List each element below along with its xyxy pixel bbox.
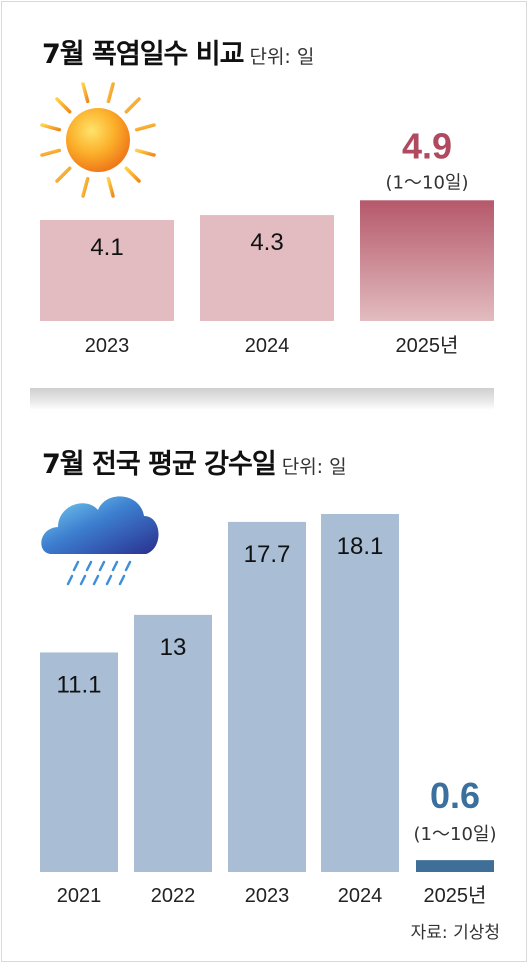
rain-bar-2024	[321, 514, 399, 872]
rain-unit-label: 단위: 일	[281, 456, 347, 478]
rain-value-label: 11.1	[57, 671, 102, 698]
rain-category-label: 2025년	[424, 884, 487, 907]
source-label: 자료: 기상청	[410, 923, 500, 943]
rain-highlight-note: (1～10일)	[414, 824, 497, 845]
rain-bar-2025년	[416, 860, 494, 872]
rain-value-label: 17.7	[244, 541, 291, 568]
heat-category-label: 2023	[85, 335, 130, 357]
heat-bar-chart: 4.1 2023 4.3 2024 4.9 (1～10일) 2025년	[40, 125, 494, 357]
heat-category-label: 2024	[245, 335, 290, 357]
rain-category-label: 2021	[57, 885, 102, 907]
heat-highlight-note: (1～10일)	[386, 172, 469, 193]
heat-bar-2024	[200, 215, 334, 321]
rain-value-label: 13	[160, 634, 187, 661]
heat-value-label: 4.3	[250, 229, 283, 256]
rain-bar-2021	[40, 652, 118, 872]
section-divider	[30, 388, 494, 410]
rain-bar-chart: 11.1 2021 13 2022 17.7 2023 18.1 2024 0.6 (1～10일)…	[40, 514, 496, 907]
rain-title-text: 7월 전국 평균 강수일	[42, 449, 277, 480]
rain-category-label: 2024	[338, 885, 383, 907]
rain-value-label-highlight: 0.6	[430, 775, 480, 816]
heat-category-label: 2025년	[396, 334, 459, 357]
heat-chart-title: 7월 폭염일수 비교 단위: 일	[42, 32, 314, 71]
heat-bar-2025년	[360, 200, 494, 321]
heat-bar-2023	[40, 220, 174, 321]
heat-value-label: 4.1	[90, 234, 123, 261]
rain-category-label: 2022	[151, 885, 196, 907]
rain-chart-title: 7월 전국 평균 강수일 단위: 일	[42, 442, 347, 481]
rain-bar-2023	[228, 521, 306, 872]
sun-icon	[40, 82, 156, 198]
rain-cloud-icon	[41, 496, 159, 586]
rain-bar-2022	[134, 614, 212, 872]
rain-value-label: 18.1	[337, 533, 384, 560]
heat-value-label-highlight: 4.9	[402, 125, 452, 166]
heat-unit-label: 단위: 일	[249, 46, 315, 68]
heat-title-text: 7월 폭염일수 비교	[42, 39, 244, 70]
rain-category-label: 2023	[245, 885, 290, 907]
